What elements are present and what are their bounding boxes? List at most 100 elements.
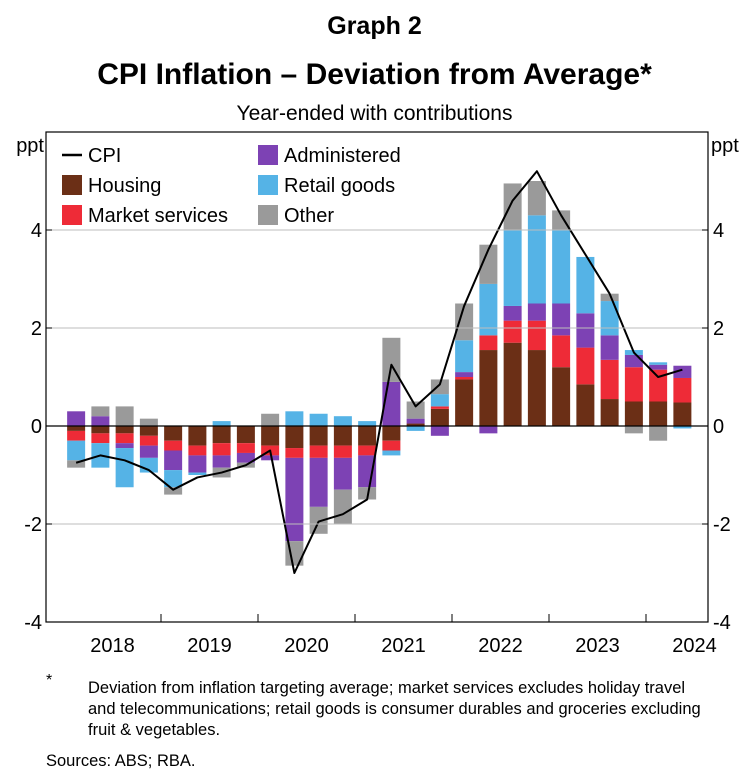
x-tick-label: 2021: [381, 635, 426, 657]
bar-market_services-Dec-23: [624, 367, 643, 402]
bar-housing-Mar-19: [164, 426, 183, 441]
bar-other-Mar-20: [261, 413, 280, 426]
bar-market_services-Jun-24: [673, 377, 692, 403]
y-tick-label-right: -2: [713, 514, 731, 536]
bar-market_services-Dec-19: [236, 443, 255, 453]
bar-administered-Sep-22: [503, 305, 522, 321]
bar-administered-Jun-24: [673, 365, 692, 378]
y-tick-label-left: 0: [31, 416, 42, 438]
bar-administered-Mar-23: [552, 303, 571, 336]
x-tick-label: 2022: [478, 635, 523, 657]
bar-market_services-Dec-21: [430, 406, 449, 409]
bar-housing-Mar-23: [552, 367, 571, 426]
bar-housing-Jun-19: [188, 426, 207, 446]
bar-administered-Sep-19: [212, 455, 231, 468]
bar-housing-Mar-18: [67, 426, 86, 431]
bar-market_services-Sep-23: [600, 359, 619, 400]
bar-retail_goods-Dec-21: [430, 394, 449, 407]
bar-market_services-Dec-22: [527, 320, 546, 351]
bar-housing-Sep-20: [309, 426, 328, 446]
bar-retail_goods-Mar-22: [455, 340, 474, 373]
bar-market_services-Mar-23: [552, 335, 571, 368]
bar-other-Mar-23: [552, 210, 571, 230]
bar-housing-Dec-22: [527, 350, 546, 426]
bar-housing-Sep-23: [600, 399, 619, 426]
bar-administered-Dec-23: [624, 354, 643, 368]
bar-housing-Dec-18: [139, 426, 158, 436]
bar-administered-Jun-20: [285, 457, 304, 542]
bar-housing-Dec-19: [236, 426, 255, 444]
x-tick-label: 2018: [90, 635, 135, 657]
bar-housing-Sep-19: [212, 426, 231, 444]
bar-housing-Mar-21: [358, 426, 377, 446]
bar-market_services-Sep-18: [115, 433, 134, 444]
axes-layer: -4 -4 -2 -2 0 0 2 2 4 4 ppt ppt 2018 2019 2020 2021 2022…: [16, 135, 739, 657]
bar-administered-Jun-19: [188, 455, 207, 473]
bar-administered-Dec-18: [139, 445, 158, 458]
y-unit-left: ppt: [16, 135, 44, 157]
bar-retail_goods-Mar-24: [649, 362, 668, 365]
bar-market_services-Jun-18: [91, 433, 110, 444]
y-tick-label-right: -4: [713, 612, 731, 634]
y-tick-label-right: 2: [713, 318, 724, 340]
legend: CPI Housing Market services Administered Ret…: [62, 145, 401, 227]
bar-market_services-Jun-21: [382, 440, 401, 451]
bar-housing-Jun-24: [673, 402, 692, 426]
bar-administered-Jun-18: [91, 416, 110, 426]
x-tick-label: 2024: [672, 635, 717, 657]
bar-other-Dec-23: [624, 426, 643, 434]
bar-other-Sep-18: [115, 406, 134, 426]
legend-label-other: Other: [284, 205, 334, 227]
bar-market_services-Mar-21: [358, 445, 377, 456]
y-tick-label-right: 4: [713, 220, 724, 242]
bar-market_services-Dec-18: [139, 435, 158, 446]
bar-administered-Mar-18: [67, 411, 86, 426]
bar-retail_goods-Jun-20: [285, 411, 304, 426]
x-tick-label: 2023: [575, 635, 620, 657]
bar-other-Mar-19: [164, 487, 183, 495]
bar-other-Sep-20: [309, 506, 328, 534]
bars-layer: [67, 181, 692, 566]
bar-retail_goods-Mar-19: [164, 470, 183, 488]
bar-housing-Sep-22: [503, 342, 522, 426]
bar-retail_goods-Dec-22: [527, 215, 546, 304]
bar-administered-Sep-20: [309, 457, 328, 507]
bar-other-Dec-22: [527, 181, 546, 216]
bar-retail_goods-Jun-21: [382, 450, 401, 456]
chart-title: CPI Inflation – Deviation from Average*: [97, 58, 652, 91]
bar-other-Sep-23: [600, 293, 619, 302]
bar-administered-Mar-19: [164, 450, 183, 471]
bar-other-Mar-22: [455, 303, 474, 341]
bar-market_services-Sep-22: [503, 320, 522, 343]
bar-other-Mar-24: [649, 426, 668, 441]
bar-retail_goods-Jun-24: [673, 426, 692, 429]
y-tick-label-left: 2: [31, 318, 42, 340]
plot-frame: [45, 131, 709, 623]
bar-retail_goods-Mar-21: [358, 421, 377, 426]
cpi-line-layer: [75, 170, 683, 574]
bar-market_services-Mar-18: [67, 430, 86, 441]
bar-market_services-Dec-20: [333, 445, 352, 458]
bar-housing-Mar-20: [261, 426, 280, 446]
bar-retail_goods-Mar-23: [552, 230, 571, 304]
bar-housing-Dec-20: [333, 426, 352, 446]
chart-subtitle: Year-ended with contributions: [236, 102, 513, 125]
bar-administered-Dec-19: [236, 452, 255, 463]
x-tick-label: 2019: [187, 635, 232, 657]
bar-market_services-Jun-20: [285, 448, 304, 458]
bar-housing-Jun-20: [285, 426, 304, 449]
bar-administered-Sep-21: [406, 418, 425, 424]
y-tick-label-left: 4: [31, 220, 42, 242]
bar-other-Jun-18: [91, 406, 110, 417]
bar-administered-Dec-21: [430, 426, 449, 436]
bar-housing-Dec-21: [430, 408, 449, 426]
bar-housing-Mar-24: [649, 401, 668, 426]
graph-number: Graph 2: [327, 12, 422, 40]
bar-market_services-Mar-24: [649, 369, 668, 402]
bar-administered-Dec-20: [333, 457, 352, 490]
bar-housing-Mar-22: [455, 379, 474, 426]
bar-retail_goods-Mar-18: [67, 440, 86, 461]
bar-housing-Jun-18: [91, 426, 110, 434]
y-tick-label-left: -4: [24, 612, 42, 634]
